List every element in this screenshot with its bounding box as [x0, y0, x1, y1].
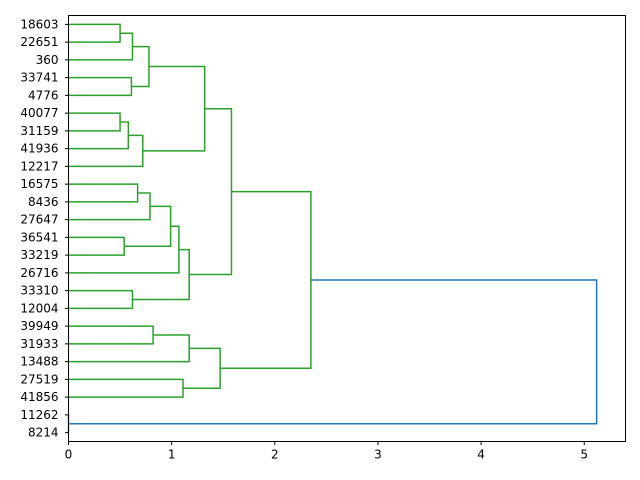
leaf-label: 27519 [20, 372, 58, 386]
leaf-label: 27647 [20, 213, 58, 227]
dendrogram-link [142, 65, 206, 152]
leaf-label: 31159 [20, 124, 58, 138]
leaf-label: 12004 [20, 301, 58, 315]
x-tick-label: 3 [374, 448, 382, 462]
dendrogram-link [68, 112, 121, 132]
leaf-label: 8436 [28, 195, 59, 209]
leaf-label: 11262 [20, 408, 58, 422]
x-tick-label: 4 [477, 448, 485, 462]
x-axis-ticks: 0 1 2 3 4 5 [65, 441, 588, 462]
dendrogram-link [68, 32, 134, 61]
leaf-label: 12217 [20, 159, 58, 173]
x-tick-label: 5 [580, 448, 588, 462]
leaf-label: 41936 [20, 142, 58, 156]
dendrogram-link [68, 325, 154, 345]
leaf-label: 13488 [20, 355, 58, 369]
leaf-label: 36541 [20, 230, 58, 244]
leaf-label: 18603 [20, 17, 58, 31]
dendrogram-link [68, 192, 151, 221]
dendrogram-link [131, 45, 150, 88]
x-tick-label: 2 [271, 448, 279, 462]
dendrogram-link [220, 190, 312, 370]
dendrogram-link [68, 183, 139, 203]
dendrogram-link [68, 334, 190, 363]
leaf-label: 33310 [20, 284, 58, 298]
dendrogram-link [68, 23, 121, 43]
leaf-label: 16575 [20, 177, 58, 191]
leaf-label: 8214 [28, 426, 59, 440]
leaf-labels: 18603 22651 360 33741 4776 40077 31159 41936 122… [20, 17, 69, 440]
dendrogram-link [68, 378, 184, 398]
x-tick-label: 1 [168, 448, 176, 462]
leaf-label: 39949 [20, 319, 58, 333]
leaf-label: 40077 [20, 106, 58, 120]
leaf-label: 360 [36, 53, 59, 67]
leaf-label: 4776 [28, 88, 59, 102]
leaf-label: 41856 [20, 390, 58, 404]
dendrogram-link [68, 279, 598, 425]
dendrogram-link [68, 289, 134, 310]
plot-frame [68, 15, 626, 442]
dendrogram-link [124, 205, 172, 247]
leaf-label: 33741 [20, 71, 58, 85]
dendrogram-link [68, 76, 133, 97]
leaf-label: 33219 [20, 248, 58, 262]
x-tick-label: 0 [65, 448, 73, 462]
dendrogram-link [189, 107, 233, 276]
dendrogram-link [132, 248, 190, 301]
leaf-label: 22651 [20, 35, 58, 49]
leaf-label: 31933 [20, 337, 58, 351]
dendrogram-link [68, 236, 125, 256]
leaf-label: 26716 [20, 266, 58, 280]
dendrogram-link [68, 134, 144, 168]
dendrogram-links [67, 23, 598, 433]
